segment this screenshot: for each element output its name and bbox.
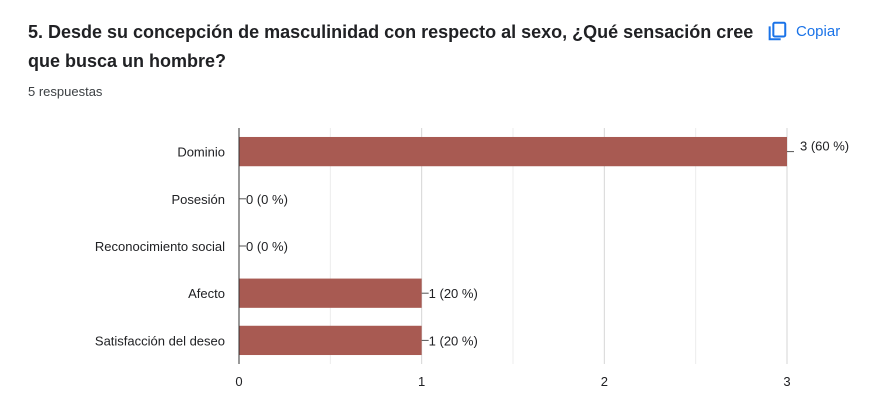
response-count: 5 respuestas <box>28 84 103 99</box>
x-tick-label: 2 <box>601 374 608 389</box>
value-label: 3 (60 %) <box>800 139 849 154</box>
bars <box>239 136 787 356</box>
value-label: 0 (0 %) <box>246 192 288 207</box>
category-label: Reconocimiento social <box>95 239 225 254</box>
value-label: 1 (20 %) <box>429 333 478 348</box>
value-label: 1 (20 %) <box>429 286 478 301</box>
x-tick-label: 3 <box>783 374 790 389</box>
copy-icon <box>768 21 787 41</box>
bar[interactable] <box>239 325 422 356</box>
labels: 0 1 2 3 Dominio 3 (60 %) Posesión 0 (0 %) Recono… <box>95 139 849 389</box>
category-label: Satisfacción del deseo <box>95 333 225 348</box>
category-label: Dominio <box>177 145 225 160</box>
bar[interactable] <box>239 136 787 167</box>
category-label: Posesión <box>172 192 225 207</box>
value-label: 0 (0 %) <box>246 239 288 254</box>
x-tick-label: 1 <box>418 374 425 389</box>
bar[interactable] <box>239 278 422 308</box>
x-tick-label: 0 <box>235 374 242 389</box>
grid-lines <box>329 128 788 364</box>
question-title: 5. Desde su concepción de masculinidad c… <box>28 22 754 71</box>
copy-button[interactable]: Copiar <box>766 18 840 44</box>
category-label: Afecto <box>188 286 225 301</box>
copy-label: Copiar <box>796 22 841 40</box>
